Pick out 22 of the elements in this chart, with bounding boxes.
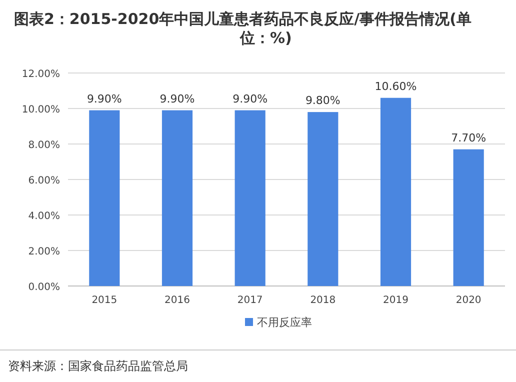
- title: 图表2：2015-2020年中国儿童患者药品不良反应/事件报告情况(单位：%): [14, 10, 472, 47]
- data-label: 9.80%: [305, 94, 340, 108]
- data-label: 10.60%: [374, 80, 417, 93]
- data-label: 9.90%: [232, 92, 268, 106]
- y-tick-label: 12.00%: [22, 69, 60, 80]
- data-label: 9.90%: [86, 92, 122, 106]
- legend-label: 不用反应率: [257, 316, 312, 329]
- y-tick-label: 10.00%: [22, 104, 60, 116]
- x-tick-label: 2015: [92, 295, 118, 306]
- y-tick-label: 6.00%: [28, 176, 60, 186]
- data-label: 9.90%: [160, 92, 195, 106]
- y-tick-label: 0.00%: [28, 282, 60, 293]
- text: 资料来源：国家食品药品监管总局: [8, 359, 188, 373]
- y-tick-label: 8.00%: [28, 140, 60, 151]
- x-tick-label: 2016: [164, 295, 190, 306]
- x-tick-label: 2019: [383, 295, 408, 306]
- x-tick-label: 2020: [456, 295, 482, 306]
- x-tick-label: 2017: [237, 295, 263, 306]
- y-tick-label: 4.00%: [28, 211, 60, 222]
- data-label: 7.70%: [451, 131, 486, 144]
- y-tick-label: 2.00%: [28, 246, 60, 258]
- x-tick-label: 2018: [310, 295, 336, 306]
